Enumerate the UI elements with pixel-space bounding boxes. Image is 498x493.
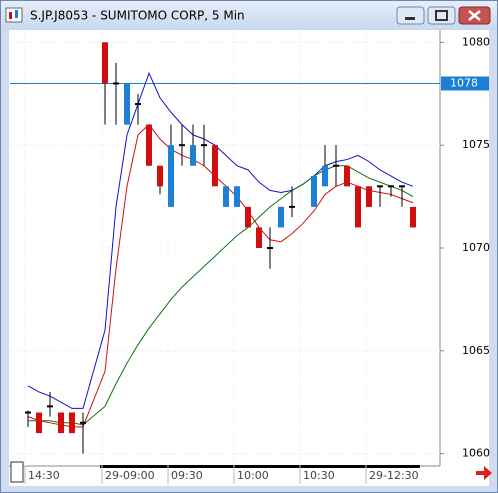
candle-body — [113, 82, 119, 85]
candle-body — [267, 247, 273, 249]
y-tick-label: 1060 — [462, 447, 490, 460]
candle-body — [322, 165, 328, 187]
price-tag — [441, 76, 489, 91]
y-tick-label: 1080 — [462, 35, 490, 48]
candle-body — [80, 421, 86, 424]
y-tick-label: 1065 — [462, 344, 490, 357]
candle-body — [333, 164, 339, 167]
candle-body — [289, 205, 295, 208]
app-icon — [5, 7, 23, 23]
candle-body — [36, 412, 42, 434]
candle-body — [146, 124, 152, 166]
minimize-button[interactable] — [396, 6, 425, 25]
candle-body — [410, 206, 416, 228]
chart-panel — [9, 30, 489, 486]
candle-body — [179, 144, 185, 147]
candle-body — [245, 206, 251, 228]
candle-body — [256, 227, 262, 248]
close-button[interactable] — [458, 6, 491, 25]
indicator-line — [27, 71, 414, 409]
scroll-arrow[interactable] — [476, 466, 492, 480]
candle-body — [102, 42, 108, 84]
candle-body — [47, 405, 53, 408]
candle-body — [311, 176, 317, 207]
candle-body — [278, 206, 284, 228]
candle-body — [344, 165, 350, 187]
candle-body — [69, 412, 75, 434]
x-tick-label: 14:30 — [28, 469, 60, 482]
candle-body — [201, 144, 207, 147]
y-tick-label: 1070 — [462, 241, 490, 254]
candle-body — [223, 186, 229, 207]
candle-body — [190, 145, 196, 166]
x-tick-label: 29-09:00 — [105, 469, 155, 482]
candle-body — [377, 185, 383, 188]
x-tick-label: 10:30 — [303, 469, 335, 482]
y-tick-label: 1075 — [462, 138, 490, 151]
candle-body — [157, 165, 163, 187]
price-tag-label: 1078 — [450, 76, 478, 89]
scroll-bar[interactable] — [100, 465, 420, 468]
candle-body — [135, 103, 141, 106]
candle-body — [366, 186, 372, 207]
candle-body — [234, 186, 240, 207]
window-title: S.JP.J8053 - SUMITOMO CORP, 5 Min — [30, 9, 245, 23]
candle-body — [388, 185, 394, 188]
maximize-button[interactable] — [427, 6, 456, 25]
candle-body — [124, 83, 130, 125]
candle-body — [25, 411, 31, 414]
x-tick-label: 29-12:30 — [369, 469, 419, 482]
scroll-box[interactable] — [10, 461, 24, 483]
x-tick-label: 09:30 — [171, 469, 203, 482]
candle-body — [168, 145, 174, 207]
candle-body — [355, 186, 361, 228]
candle-body — [212, 145, 218, 187]
indicator-line — [28, 165, 414, 426]
candle-body — [58, 412, 64, 434]
x-tick-label: 10:00 — [237, 469, 269, 482]
candle-body — [399, 185, 405, 188]
